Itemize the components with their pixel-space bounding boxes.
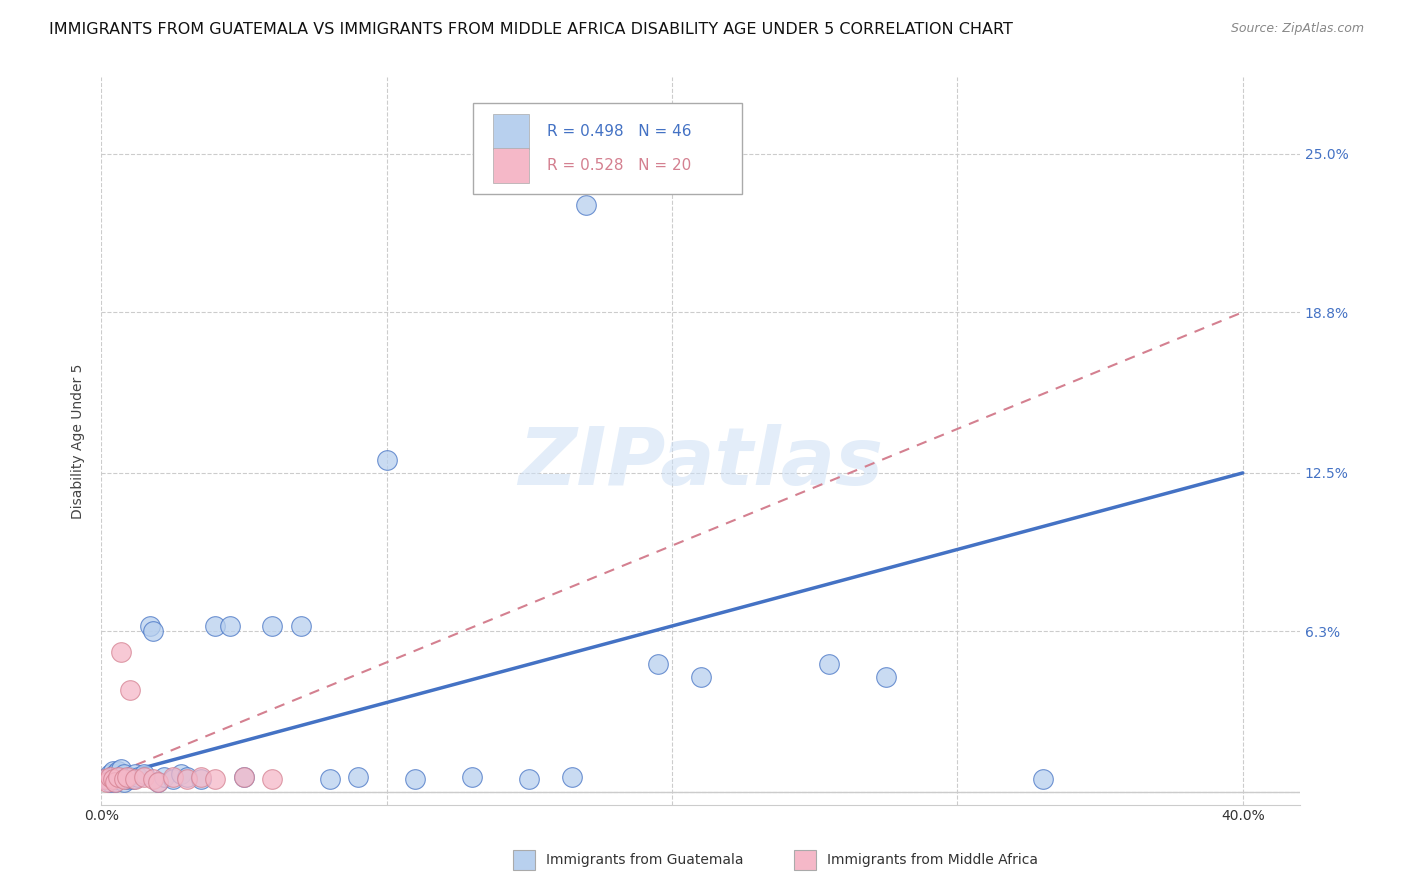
Point (318, 772, 340, 786)
Point (647, 657, 669, 672)
Point (132, 767, 155, 781)
Point (689, 670, 711, 684)
Point (218, 619, 240, 633)
FancyBboxPatch shape (794, 850, 815, 870)
Text: Source: ZipAtlas.com: Source: ZipAtlas.com (1230, 22, 1364, 36)
Point (110, 762, 132, 776)
Point (96, 772, 118, 786)
Point (104, 774, 127, 789)
Point (176, 772, 198, 786)
FancyBboxPatch shape (472, 103, 742, 194)
Text: R = 0.498   N = 46: R = 0.498 N = 46 (547, 124, 692, 139)
Text: R = 0.528   N = 20: R = 0.528 N = 20 (547, 158, 692, 173)
Point (107, 764, 129, 779)
Point (204, 772, 226, 786)
Point (375, 453, 398, 467)
Point (127, 770, 149, 784)
Point (204, 619, 226, 633)
Point (118, 682, 141, 697)
Point (575, 198, 598, 212)
Point (112, 767, 135, 781)
Point (142, 624, 165, 639)
Point (517, 772, 540, 786)
Point (262, 619, 284, 633)
Point (190, 770, 212, 784)
Point (148, 774, 170, 789)
Point (110, 644, 132, 658)
Point (190, 772, 212, 786)
Point (124, 767, 146, 781)
Y-axis label: Disability Age Under 5: Disability Age Under 5 (72, 363, 86, 519)
Point (93, 772, 115, 786)
Point (118, 770, 141, 784)
Point (404, 772, 426, 786)
Point (138, 619, 160, 633)
Point (101, 764, 124, 779)
Point (101, 772, 124, 786)
Point (104, 774, 127, 789)
Point (290, 619, 312, 633)
Point (142, 772, 165, 786)
Point (115, 772, 138, 786)
Point (561, 770, 583, 784)
Point (461, 770, 484, 784)
Point (162, 772, 184, 786)
Point (170, 767, 193, 781)
Point (98, 770, 121, 784)
Point (96, 774, 118, 789)
Point (148, 774, 170, 789)
Point (93, 772, 115, 786)
Text: IMMIGRANTS FROM GUATEMALA VS IMMIGRANTS FROM MIDDLE AFRICA DISABILITY AGE UNDER : IMMIGRANTS FROM GUATEMALA VS IMMIGRANTS … (49, 22, 1014, 37)
Point (132, 770, 155, 784)
Point (176, 770, 198, 784)
Point (153, 770, 176, 784)
Point (115, 770, 138, 784)
Point (104, 767, 127, 781)
Point (98, 774, 121, 789)
Point (162, 770, 184, 784)
Point (112, 774, 135, 789)
Point (818, 657, 841, 672)
Point (1032, 772, 1054, 786)
Point (98, 767, 121, 781)
Point (112, 772, 135, 786)
Point (232, 770, 254, 784)
Point (107, 772, 129, 786)
Point (101, 770, 124, 784)
FancyBboxPatch shape (494, 148, 529, 183)
Point (121, 772, 143, 786)
FancyBboxPatch shape (494, 114, 529, 149)
Point (110, 770, 132, 784)
Point (232, 770, 254, 784)
Point (347, 770, 370, 784)
Text: Immigrants from Guatemala: Immigrants from Guatemala (546, 853, 744, 867)
Point (107, 770, 129, 784)
Point (124, 772, 146, 786)
Text: Immigrants from Middle Africa: Immigrants from Middle Africa (827, 853, 1038, 867)
Point (875, 670, 897, 684)
FancyBboxPatch shape (513, 850, 534, 870)
Text: ZIPatlas: ZIPatlas (517, 424, 883, 502)
Point (262, 772, 284, 786)
